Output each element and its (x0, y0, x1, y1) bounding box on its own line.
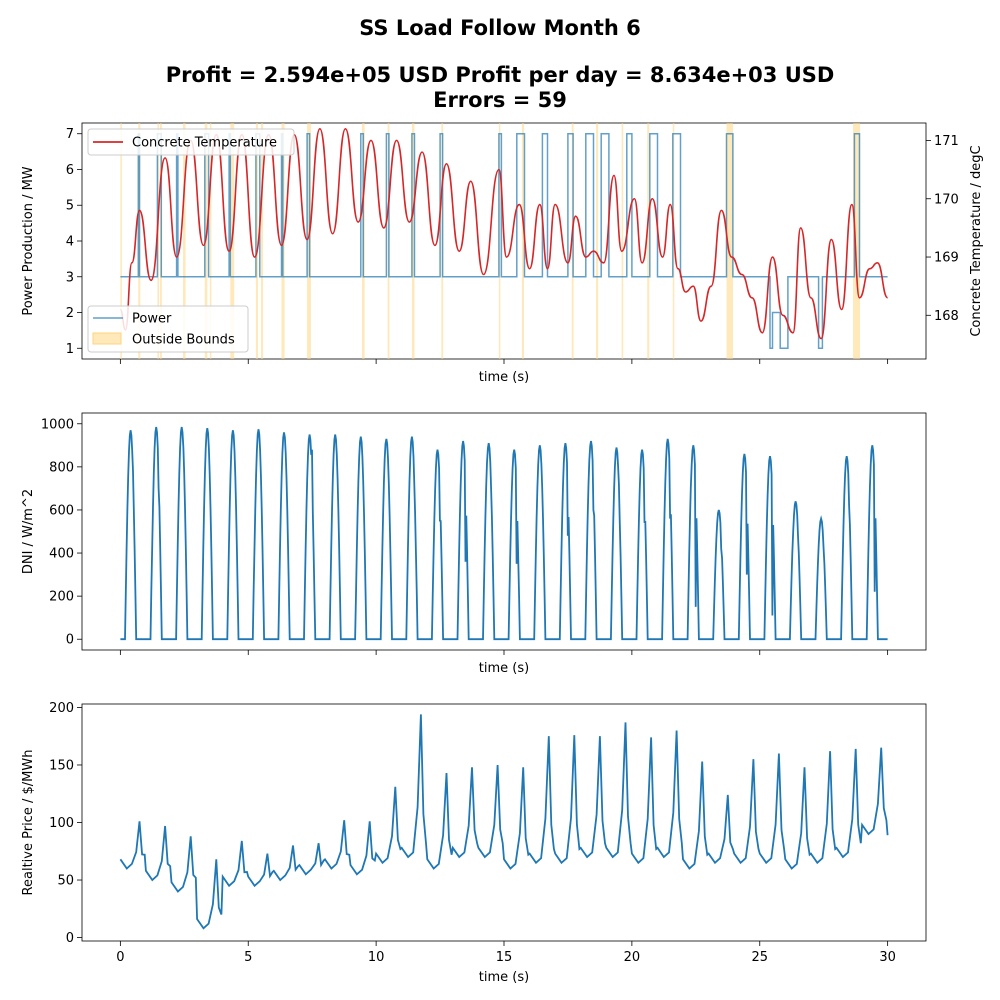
top-panel-y2-tick-label: 168 (934, 309, 959, 324)
outside-bounds-band (120, 123, 122, 359)
top-panel-y-tick-label: 6 (66, 163, 74, 178)
outside-bounds-legend-swatch (92, 332, 122, 345)
top-panel-y-axis-label: Power Production / MW (21, 166, 36, 315)
power-legend-box (87, 305, 249, 353)
outside-bounds-band (261, 123, 264, 359)
outside-bounds-band (521, 123, 524, 359)
bottom-panel-y-axis-label: Realtive Price / $/MWh (21, 750, 36, 896)
profit-subtitle: Profit = 2.594e+05 USD Profit per day = … (165, 63, 835, 87)
outside-bounds-band (411, 123, 415, 359)
top-panel-y-tick-label: 1 (66, 342, 74, 357)
middle-panel-x-axis-label: time (s) (479, 661, 529, 676)
middle-panel-y-tick-label: 600 (49, 503, 74, 518)
temperature-legend-label: Concrete Temperature (132, 136, 277, 151)
bottom-panel-x-tick-label: 0 (116, 950, 124, 965)
top-panel-y-tick-label: 4 (66, 235, 74, 250)
power-legend-label: Power (132, 312, 172, 327)
bottom-panel-x-tick-label: 30 (879, 950, 896, 965)
bottom-panel-y-tick-label: 200 (49, 701, 74, 716)
middle-panel-y-tick-label: 800 (49, 460, 74, 475)
middle-panel-y-tick-label: 400 (49, 547, 74, 562)
temperature-legend: Concrete Temperature (87, 128, 295, 156)
top-panel-y-tick-label: 7 (66, 127, 74, 142)
top-panel-y2-axis-label: Concrete Temperature / degC (969, 145, 984, 336)
bottom-panel-x-tick-label: 25 (751, 950, 768, 965)
outside-bounds-band (726, 123, 733, 359)
bottom-panel-x-tick-label: 15 (496, 950, 513, 965)
top-panel-y-tick-label: 3 (66, 270, 74, 285)
outside-bounds-band (853, 123, 861, 359)
bottom-panel-y-tick-label: 100 (49, 816, 74, 831)
bottom-panel-frame (81, 703, 927, 942)
top-panel-x-axis-label: time (s) (479, 370, 529, 385)
outside-bounds-band (209, 123, 212, 359)
dni-series-line (120, 426, 888, 641)
middle-panel-y-tick-label: 0 (66, 633, 74, 648)
temperature-legend-box (87, 128, 295, 156)
top-panel-y-tick-label: 2 (66, 306, 74, 321)
top-panel-y2-tick-label: 170 (934, 192, 959, 207)
outside-bounds-band (621, 123, 624, 359)
bottom-panel-y-tick-label: 150 (49, 758, 74, 773)
price-series-line (119, 714, 889, 930)
errors-subtitle: Errors = 59 (433, 88, 567, 112)
middle-panel-y-tick-label: 200 (49, 590, 74, 605)
power-legend: Power Outside Bounds (87, 305, 249, 353)
outside-bounds-band (157, 123, 159, 359)
bottom-panel-y-tick-label: 50 (57, 874, 74, 889)
bottom-panel-y-tick-label: 0 (66, 931, 74, 946)
top-panel-plot-area (119, 123, 889, 359)
outside-bounds-legend-label: Outside Bounds (132, 333, 235, 348)
outside-bounds-band (183, 123, 186, 359)
top-panel-y2-tick-label: 171 (934, 134, 959, 149)
outside-bounds-band (647, 123, 650, 359)
figure-title: SS Load Follow Month 6 (359, 16, 641, 40)
middle-panel-y-axis-label: DNI / W/m^2 (21, 489, 36, 574)
top-panel-y2-tick-label: 169 (934, 251, 959, 266)
bottom-panel-x-tick-label: 10 (368, 950, 385, 965)
outside-bounds-band (596, 123, 599, 359)
top-panel-y-tick-label: 5 (66, 199, 74, 214)
middle-panel-y-tick-label: 1000 (41, 417, 74, 432)
bottom-panel-x-axis-label: time (s) (479, 970, 529, 985)
bottom-panel-x-tick-label: 20 (624, 950, 641, 965)
bottom-panel-x-tick-label: 5 (244, 950, 252, 965)
outside-bounds-band (255, 123, 258, 359)
power-series-line (120, 132, 888, 350)
